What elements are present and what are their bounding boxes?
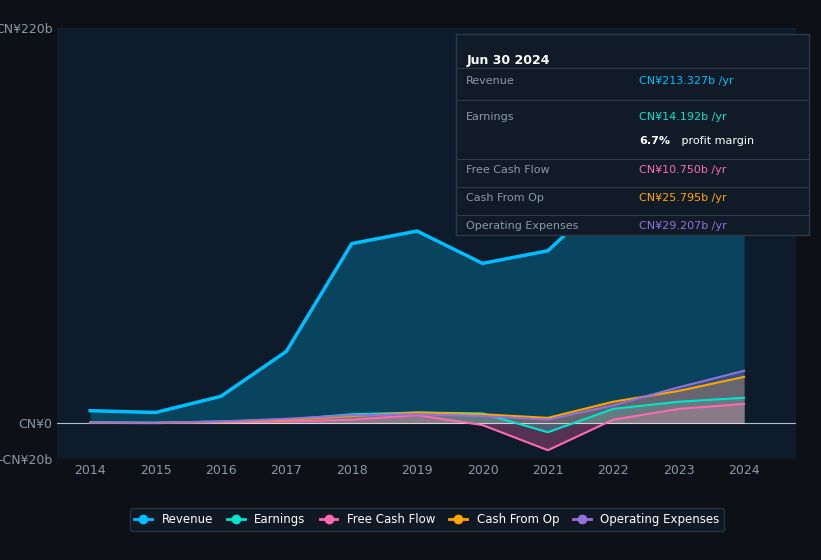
- Text: CN¥29.207b /yr: CN¥29.207b /yr: [640, 221, 727, 231]
- Text: CN¥10.750b /yr: CN¥10.750b /yr: [640, 165, 727, 175]
- Text: Revenue: Revenue: [466, 76, 515, 86]
- Text: CN¥213.327b /yr: CN¥213.327b /yr: [640, 76, 734, 86]
- Text: Operating Expenses: Operating Expenses: [466, 221, 579, 231]
- Text: CN¥25.795b /yr: CN¥25.795b /yr: [640, 193, 727, 203]
- Text: Jun 30 2024: Jun 30 2024: [466, 54, 550, 67]
- Text: Cash From Op: Cash From Op: [466, 193, 544, 203]
- Text: Earnings: Earnings: [466, 113, 515, 122]
- Text: Free Cash Flow: Free Cash Flow: [466, 165, 550, 175]
- Text: 6.7%: 6.7%: [640, 137, 670, 147]
- Text: CN¥14.192b /yr: CN¥14.192b /yr: [640, 113, 727, 122]
- Legend: Revenue, Earnings, Free Cash Flow, Cash From Op, Operating Expenses: Revenue, Earnings, Free Cash Flow, Cash …: [130, 508, 724, 531]
- Text: profit margin: profit margin: [678, 137, 754, 147]
